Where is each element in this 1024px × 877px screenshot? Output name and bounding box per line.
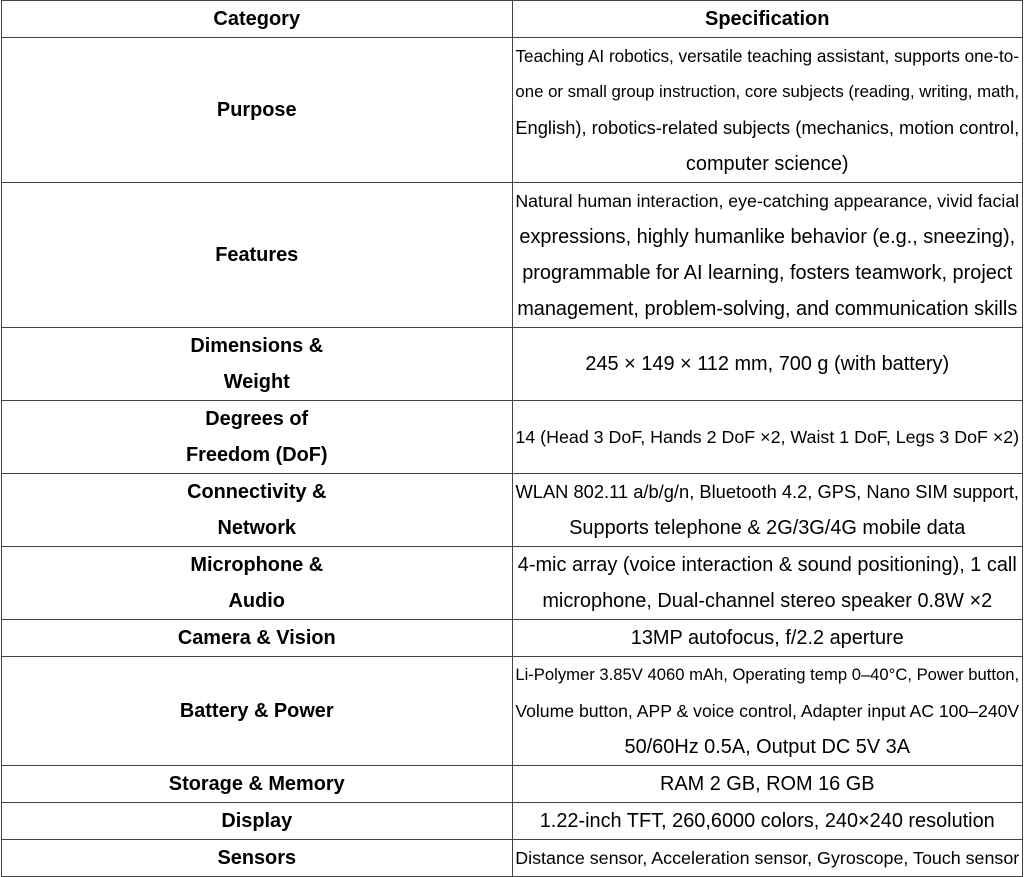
specification-cell: 4-mic array (voice interaction & sound p… (511, 546, 1023, 620)
category-line: Sensors (217, 847, 297, 869)
category-cell: Camera & Vision (1, 619, 513, 657)
specification-line: Li-Polymer 3.85V 4060 mAh, Operating tem… (515, 665, 1020, 684)
category-line: Camera & Vision (177, 627, 336, 649)
category-cell: Storage & Memory (1, 765, 513, 803)
specification-cell: WLAN 802.11 a/b/g/n, Bluetooth 4.2, GPS,… (511, 473, 1023, 547)
specification-line: Supports telephone & 2G/3G/4G mobile dat… (569, 517, 966, 539)
specification-line: 14 (Head 3 DoF, Hands 2 DoF ×2, Waist 1 … (515, 427, 1020, 447)
specification-cell: Distance sensor, Acceleration sensor, Gy… (511, 839, 1023, 877)
specification-cell: 1.22-inch TFT, 260,6000 colors, 240×240 … (511, 802, 1023, 840)
table-row: Dimensions & Weight 245 × 149 × 112 mm, 70… (1, 327, 1023, 401)
category-line: Storage & Memory (168, 773, 345, 795)
specification-cell: 245 × 149 × 112 mm, 700 g (with battery) (511, 327, 1023, 401)
specification-line: 13MP autofocus, f/2.2 aperture (630, 627, 904, 649)
specification-line: Natural human interaction, eye-catching … (515, 191, 1020, 211)
category-line: Features (215, 244, 299, 266)
specification-line: Distance sensor, Acceleration sensor, Gy… (515, 848, 1020, 868)
specification-cell: Li-Polymer 3.85V 4060 mAh, Operating tem… (511, 656, 1023, 766)
specification-cell: RAM 2 GB, ROM 16 GB (511, 765, 1023, 803)
specification-line: 50/60Hz 0.5A, Output DC 5V 3A (624, 736, 910, 758)
category-cell: Battery & Power (1, 656, 513, 766)
specification-line: 245 × 149 × 112 mm, 700 g (with battery) (585, 353, 950, 375)
specification-line: microphone, Dual-channel stereo speaker … (542, 590, 993, 612)
header-category: Category (1, 0, 513, 38)
specification-line: 1.22-inch TFT, 260,6000 colors, 240×240 … (539, 810, 995, 832)
category-cell: Degrees of Freedom (DoF) (1, 400, 513, 474)
specification-cell: Teaching AI robotics, versatile teaching… (511, 37, 1023, 183)
category-cell: Purpose (1, 37, 513, 183)
category-line: Network (217, 517, 297, 539)
category-line: Audio (228, 590, 285, 612)
category-cell: Connectivity & Network (1, 473, 513, 547)
table-row: Camera & Vision 13MP autofocus, f/2.2 ape… (1, 619, 1023, 657)
specification-line: Teaching AI robotics, versatile teaching… (515, 46, 1020, 66)
category-line: Degrees of (205, 408, 309, 430)
table-row: Sensors Distance sensor, Acceleration sen… (1, 839, 1023, 877)
table-row: Microphone & Audio 4-mic array (voice inte… (1, 546, 1023, 620)
category-cell: Microphone & Audio (1, 546, 513, 620)
specification-line: one or small group instruction, core sub… (515, 82, 1020, 101)
category-line: Weight (223, 371, 290, 393)
category-cell: Features (1, 182, 513, 328)
specification-line: computer science) (685, 153, 849, 175)
specification-line: programmable for AI learning, fosters te… (522, 262, 1013, 284)
category-line: Dimensions & (190, 335, 324, 357)
specification-line: WLAN 802.11 a/b/g/n, Bluetooth 4.2, GPS,… (515, 481, 1020, 502)
table-row: Display 1.22-inch TFT, 260,6000 colors, 2… (1, 802, 1023, 840)
specification-line: management, problem-solving, and communi… (517, 298, 1018, 320)
table-row: Battery & Power Li-Polymer 3.85V 4060 mAh… (1, 656, 1023, 766)
specification-line: Volume button, APP & voice control, Adap… (515, 701, 1020, 721)
category-line: Freedom (DoF) (185, 444, 328, 466)
table-row: Storage & Memory RAM 2 GB, ROM 16 GB (1, 765, 1023, 803)
category-line: Battery & Power (179, 700, 334, 722)
category-cell: Display (1, 802, 513, 840)
specification-cell: 13MP autofocus, f/2.2 aperture (511, 619, 1023, 657)
specification-line: expressions, highly humanlike behavior (… (519, 226, 1016, 248)
table-row: Degrees of Freedom (DoF) 14 (Head 3 DoF, H… (1, 400, 1023, 474)
category-line: Purpose (216, 99, 297, 121)
header-specification: Specification (511, 0, 1023, 38)
specification-cell: 14 (Head 3 DoF, Hands 2 DoF ×2, Waist 1 … (511, 400, 1023, 474)
category-line: Connectivity & (187, 481, 327, 503)
specification-cell: Natural human interaction, eye-catching … (511, 182, 1023, 328)
specification-line: 4-mic array (voice interaction & sound p… (517, 554, 1017, 576)
specification-line: RAM 2 GB, ROM 16 GB (659, 773, 875, 795)
category-line: Microphone & (190, 554, 324, 576)
category-cell: Sensors (1, 839, 513, 877)
table-row: Connectivity & Network WLAN 802.11 a/b/g/n… (1, 473, 1023, 547)
table-row: Purpose Teaching AI robotics, versatile t… (1, 37, 1023, 183)
category-cell: Dimensions & Weight (1, 327, 513, 401)
table-row: Features Natural human interaction, eye-c… (1, 182, 1023, 328)
specification-line: English), robotics-related subjects (mec… (515, 117, 1020, 138)
category-line: Display (221, 810, 293, 832)
header-row: Category Specification (1, 0, 1023, 38)
